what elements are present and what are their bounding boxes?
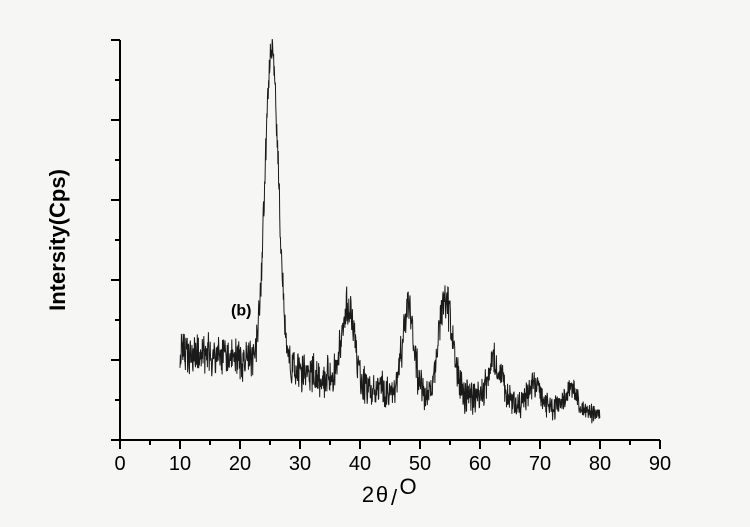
svg-text:2: 2: [362, 482, 374, 507]
y-axis-label: Intersity(Cps): [45, 169, 70, 311]
x-tick-label: 40: [349, 453, 371, 475]
x-tick-label: 20: [229, 453, 251, 475]
x-tick-label: 10: [169, 453, 191, 475]
svg-text:θ: θ: [376, 482, 388, 507]
x-tick-label: 50: [409, 453, 431, 475]
x-tick-label: 90: [649, 453, 671, 475]
x-tick-label: 80: [589, 453, 611, 475]
x-tick-label: 0: [114, 453, 125, 475]
x-tick-label: 70: [529, 453, 551, 475]
svg-text:O: O: [399, 474, 416, 499]
x-tick-label: 60: [469, 453, 491, 475]
chart-svg: 0 10 20 30 40 50 60 70 80 90 Intersity(Cps) 2θ/O (b): [0, 0, 750, 527]
xrd-pattern-chart: { "chart": { "type": "line", "width": 75…: [0, 0, 750, 527]
series-annotation: (b): [231, 303, 251, 320]
x-tick-label: 30: [289, 453, 311, 475]
svg-text:/: /: [391, 485, 398, 510]
